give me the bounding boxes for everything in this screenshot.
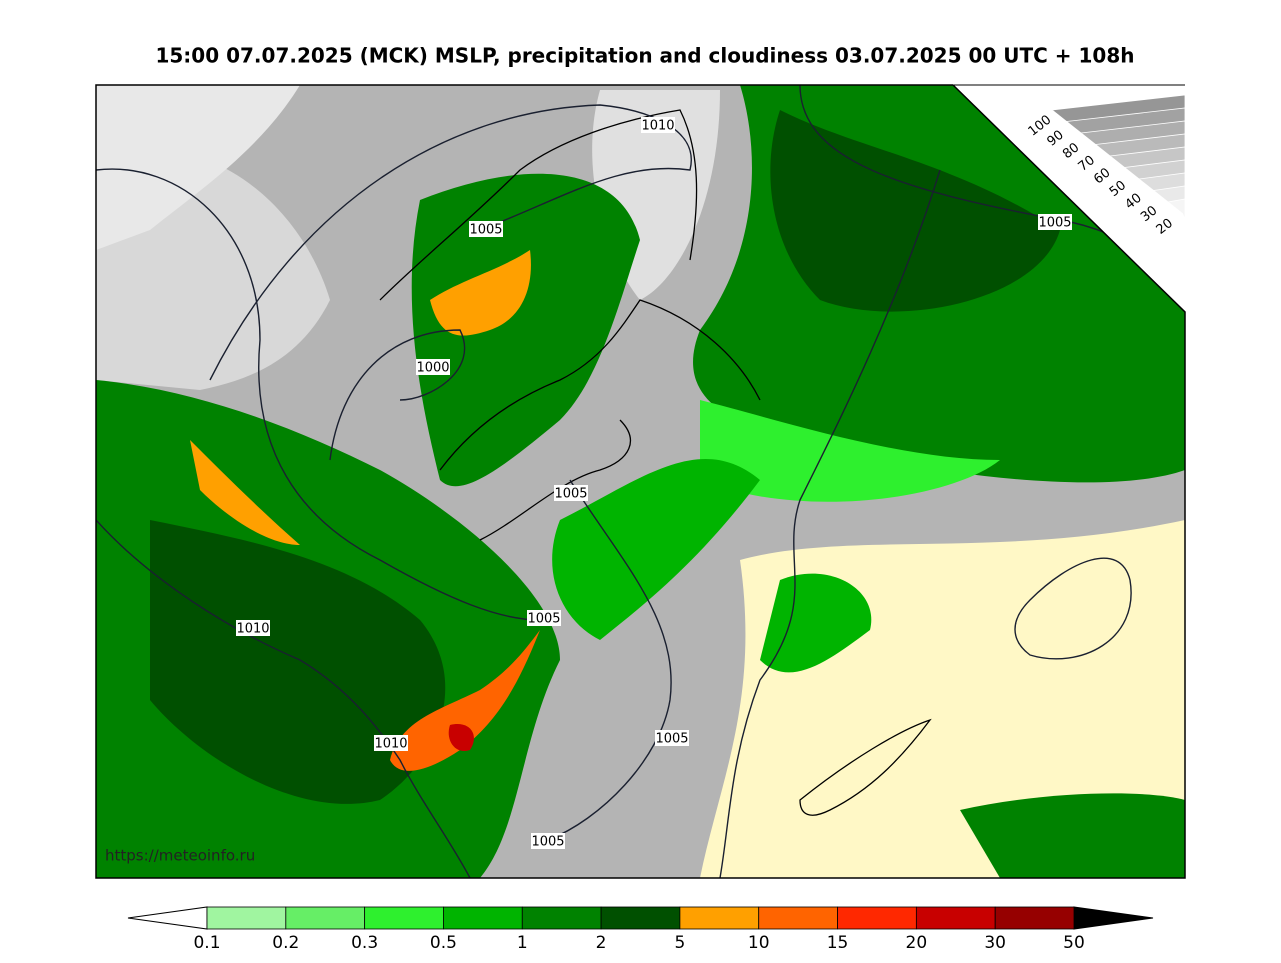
colorbar-tick-label: 0.3	[351, 933, 378, 953]
colorbar-tick-label: 0.2	[272, 933, 299, 953]
coastlines	[379, 109, 932, 816]
colorbar-tick-label: 50	[1063, 933, 1085, 953]
isobar-label-box	[1038, 214, 1072, 230]
isobar-label: 1005	[554, 485, 588, 502]
heavy-precip	[448, 724, 474, 751]
colorbar-tick-label: 10	[748, 933, 770, 953]
map	[96, 85, 1185, 878]
colorbar-box	[994, 906, 1075, 930]
isobar-label-box	[655, 730, 689, 746]
isobar-label-text: 1005	[1038, 216, 1071, 231]
precipitation-scale: 0.1 0.2 0.3 0.5 1 2 5 10 15 20 30 50	[127, 906, 1154, 953]
isobar-label-text: 1005	[469, 223, 502, 238]
isobar	[96, 168, 541, 621]
heavy-precip	[190, 440, 300, 545]
isobar-label-box	[236, 620, 270, 636]
heavy-precip	[390, 630, 540, 771]
colorbar-box	[837, 906, 917, 930]
isobar	[329, 329, 466, 461]
isobar-label-text: 1005	[527, 612, 560, 627]
colorbar-tick-label: 0.5	[430, 933, 457, 953]
colorbar-box	[679, 906, 760, 930]
isobar-label-box	[531, 833, 565, 849]
colorbar-tick-label: 2	[596, 933, 607, 953]
precip-area	[700, 400, 1000, 502]
isobar-label-text: 1010	[641, 119, 674, 134]
coastline	[799, 718, 932, 816]
isobar	[547, 479, 672, 841]
colorbar-tick-label: 20	[906, 933, 928, 953]
cloud-tick-label: 40	[1122, 191, 1144, 213]
coastline	[439, 299, 761, 471]
isobar-label-text: 1000	[416, 361, 449, 376]
precip-area	[770, 110, 1060, 312]
colorbar-box	[521, 906, 602, 930]
isobar-label: 1005	[469, 221, 503, 238]
isobar	[1014, 557, 1132, 660]
isobar-label: 1005	[1038, 214, 1072, 231]
colorbar-tick-label: 5	[674, 933, 685, 953]
precip-area	[150, 520, 446, 804]
colorbar-tick-label: 0.1	[193, 933, 220, 953]
isobar-label-box	[374, 735, 408, 751]
cloud-tick-label: 50	[1107, 178, 1129, 200]
cloud-tick-label: 60	[1091, 165, 1113, 187]
isobar-label-box	[554, 485, 588, 501]
isobar	[96, 519, 471, 878]
colorbar-box	[915, 906, 996, 930]
isobar-label-box	[641, 117, 675, 133]
precip-area	[760, 573, 872, 673]
isobar-label-text: 1010	[374, 737, 407, 752]
isobar-label: 1010	[374, 735, 408, 752]
colorbar-box	[285, 906, 366, 930]
precip-area	[411, 173, 640, 487]
colorbar-box	[758, 906, 838, 930]
map-frame	[95, 84, 1186, 879]
cloud-tick-label: 20	[1154, 216, 1176, 238]
cloud-tick-label: 30	[1138, 203, 1160, 225]
colorbar-box	[443, 906, 523, 930]
cloud-fan-segment	[1167, 198, 1186, 220]
isobar	[209, 104, 692, 381]
isobar-label: 1005	[531, 833, 565, 850]
isobar-label-text: 1005	[531, 835, 564, 850]
isobar-label: 1010	[236, 620, 270, 637]
isobar-label: 1005	[527, 610, 561, 627]
colorbar-box	[206, 906, 287, 930]
isobar	[719, 169, 941, 878]
heavy-precip	[430, 250, 531, 336]
cloud-tick-label: 90	[1044, 128, 1066, 150]
isobar-label-box	[469, 221, 503, 237]
isobar-label: 1000	[416, 359, 450, 376]
colorbar-tick-label: 30	[984, 933, 1006, 953]
isobar-label: 1005	[655, 730, 689, 747]
title: 15:00 07.07.2025 (MCK) MSLP, precipitati…	[155, 44, 1134, 68]
colorbar-extend-low	[127, 906, 208, 930]
isobar-labels: 1010 1005 1000 1005 1005 1010 1005 1010 1005 1005	[236, 117, 1072, 850]
cloud-tick-label: 70	[1076, 153, 1098, 175]
coastline	[379, 109, 698, 301]
isobars	[96, 85, 1185, 878]
cloud-thin	[96, 85, 300, 250]
watermark: https://meteoinfo.ru	[105, 847, 255, 865]
isobar-label-box	[527, 610, 561, 626]
isobar-label-text: 1005	[554, 487, 587, 502]
colorbar-tick-label: 15	[827, 933, 849, 953]
colorbar-extend-high	[1073, 906, 1154, 930]
colorbar-box	[364, 906, 444, 930]
isobar-label-text: 1010	[236, 622, 269, 637]
isobar-label-box	[416, 359, 450, 375]
colorbar-box	[600, 906, 681, 930]
isobar-label-text: 1005	[655, 732, 688, 747]
precip-area	[552, 459, 760, 640]
colorbar-tick-label: 1	[517, 933, 528, 953]
cloud-tick-label: 80	[1060, 140, 1082, 162]
coastline	[479, 419, 631, 541]
precip-area	[960, 793, 1185, 878]
isobar-label: 1010	[641, 117, 675, 134]
